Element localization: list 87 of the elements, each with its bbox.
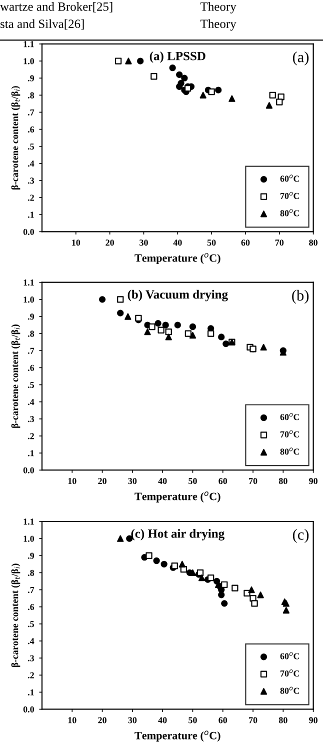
y-tick-label: .2	[28, 433, 34, 440]
x-axis-title: Temperature ($^{o}$C)	[134, 253, 220, 264]
x-tick-label: 50	[188, 478, 197, 484]
y-tick-label: 0.0	[23, 706, 34, 712]
x-tick-label: 80	[278, 478, 288, 484]
x-tick-label: 30	[128, 478, 137, 484]
x-tick-label: 10	[68, 478, 76, 484]
text: Theory	[200, 2, 236, 14]
y-tick-label: .5	[28, 144, 34, 150]
y-tick-label: .5	[28, 382, 34, 388]
x-tick-label: 40	[158, 717, 167, 724]
x-tick-label: 60	[218, 717, 228, 724]
x-tick-label: 10	[72, 240, 80, 246]
x-tick-label: 20	[106, 240, 114, 246]
text: wartze and Broker[25]	[0, 2, 112, 12]
legend-label: 70$^{o}$C	[280, 192, 300, 200]
legend-label: 60$^{o}$C	[280, 652, 300, 660]
y-tick-label: .1	[28, 212, 34, 218]
x-tick-label: 80	[309, 240, 318, 246]
y-tick-label: 1.1	[24, 280, 34, 286]
y-tick-label: .8	[28, 92, 34, 98]
x-tick-label: 80	[278, 717, 288, 724]
x-tick-label: 10	[68, 717, 76, 724]
y-tick-label: .7	[28, 109, 34, 116]
x-tick-label: 90	[309, 478, 318, 484]
y-tick-label: .9	[28, 75, 34, 82]
legend-label: 60$^{o}$C	[280, 174, 300, 182]
x-tick-label: 90	[309, 717, 318, 724]
y-tick-label: .3	[28, 655, 34, 662]
y-tick-label: .6	[28, 604, 34, 610]
x-tick-label: 70	[275, 240, 284, 246]
y-tick-label: 1.1	[24, 518, 34, 525]
y-tick-label: .1	[28, 450, 34, 456]
legend-label: 80$^{o}$C	[280, 448, 300, 455]
y-tick-label: .9	[28, 552, 34, 559]
y-tick-label: .4	[28, 399, 34, 406]
y-tick-label: .2	[28, 672, 34, 678]
x-tick-label: 60	[218, 478, 228, 484]
y-tick-label: .7	[28, 586, 34, 594]
annotation: (a)	[292, 51, 309, 66]
x-tick-label: 70	[249, 717, 258, 724]
x-tick-label: 40	[173, 240, 182, 246]
y-axis-title: β-carotene content (β$_{t}$/β$_{i}$)	[11, 324, 20, 428]
legend-label: 70$^{o}$C	[280, 669, 300, 677]
x-tick-label: 70	[249, 478, 258, 484]
y-tick-label: 0.0	[23, 467, 34, 474]
x-tick-label: 30	[128, 717, 137, 724]
legend-label: 80$^{o}$C	[280, 209, 300, 216]
y-tick-label: .5	[28, 621, 34, 628]
y-tick-label: .8	[28, 330, 34, 337]
y-axis-title: β-carotene content (β$_{t}$/β$_{i}$)	[11, 564, 20, 668]
x-tick-label: 30	[140, 240, 148, 246]
legend-label: 60$^{o}$C	[280, 413, 300, 420]
y-tick-label: .4	[28, 160, 34, 167]
y-tick-label: 1.0	[24, 296, 34, 303]
x-tick-label: 20	[98, 478, 106, 484]
y-tick-label: .8	[28, 570, 34, 576]
y-tick-label: .6	[28, 126, 34, 133]
y-tick-label: 0.0	[23, 228, 34, 235]
text: (c) Hot air drying	[131, 529, 224, 540]
text: (a) LPSSD	[150, 51, 206, 63]
annotation: (b)	[292, 290, 309, 304]
y-tick-label: .4	[28, 638, 34, 644]
text: (b) Vacuum drying	[128, 290, 228, 302]
y-axis-title: β-carotene content (β$_{t}$/β$_{i}$)	[11, 86, 20, 190]
y-tick-label: .2	[28, 194, 34, 201]
y-tick-label: .3	[28, 178, 34, 184]
y-tick-label: .7	[28, 348, 34, 354]
legend-label: 80$^{o}$C	[280, 686, 300, 694]
y-tick-label: .9	[28, 314, 34, 320]
y-tick-label: 1.0	[24, 58, 34, 64]
y-tick-label: 1.1	[24, 41, 34, 48]
x-axis-title: Temperature ($^{o}$C)	[134, 730, 220, 742]
y-tick-label: 1.0	[24, 536, 34, 542]
y-tick-label: .1	[28, 689, 34, 696]
x-axis-title: Temperature ($^{o}$C)	[134, 491, 220, 502]
legend-label: 70$^{o}$C	[280, 430, 300, 438]
y-tick-label: .6	[28, 364, 34, 371]
annotation: (c)	[292, 529, 309, 543]
x-tick-label: 40	[158, 478, 167, 484]
x-tick-label: 20	[98, 717, 106, 724]
x-tick-label: 60	[241, 240, 250, 246]
x-tick-label: 50	[207, 240, 216, 246]
y-tick-label: .3	[28, 416, 34, 422]
text: sta and Silva[26]	[0, 19, 84, 30]
x-tick-label: 50	[188, 717, 197, 724]
text: Theory	[200, 19, 236, 31]
